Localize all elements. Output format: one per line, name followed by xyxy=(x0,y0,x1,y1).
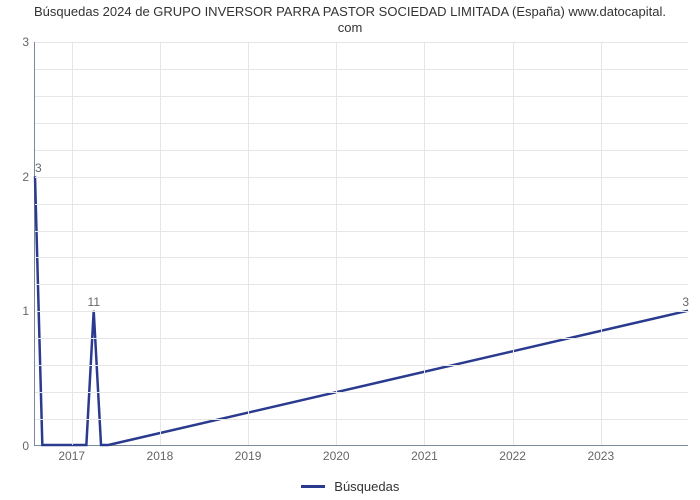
grid-line-v xyxy=(72,42,73,445)
grid-line-h xyxy=(35,284,688,285)
legend-label: Búsquedas xyxy=(334,479,399,494)
y-tick-label: 2 xyxy=(22,170,35,184)
chart-title-line2: com xyxy=(338,20,363,35)
x-tick-label: 2021 xyxy=(411,445,438,463)
data-point-label: 3 xyxy=(682,295,689,311)
grid-line-h xyxy=(35,338,688,339)
chart-title-line1: Búsquedas 2024 de GRUPO INVERSOR PARRA P… xyxy=(34,4,666,19)
plot-wrap: 012320172018201920202021202220233113 xyxy=(34,42,688,446)
x-tick-label: 2020 xyxy=(323,445,350,463)
grid-line-v xyxy=(248,42,249,445)
chart-title: Búsquedas 2024 de GRUPO INVERSOR PARRA P… xyxy=(0,4,700,35)
grid-line-h xyxy=(35,69,688,70)
line-series xyxy=(35,42,688,445)
grid-line-h xyxy=(35,419,688,420)
grid-line-v xyxy=(601,42,602,445)
x-tick-label: 2018 xyxy=(147,445,174,463)
y-tick-label: 3 xyxy=(22,35,35,49)
grid-line-h xyxy=(35,311,688,312)
x-tick-label: 2023 xyxy=(587,445,614,463)
grid-line-v xyxy=(160,42,161,445)
plot-area: 012320172018201920202021202220233113 xyxy=(34,42,688,446)
y-tick-label: 1 xyxy=(22,304,35,318)
y-tick-label: 0 xyxy=(22,439,35,453)
grid-line-h xyxy=(35,42,688,43)
legend-swatch xyxy=(301,485,325,488)
grid-line-h xyxy=(35,204,688,205)
data-point-label: 3 xyxy=(35,161,42,177)
grid-line-h xyxy=(35,365,688,366)
grid-line-v xyxy=(513,42,514,445)
data-point-label: 11 xyxy=(88,295,100,311)
grid-line-h xyxy=(35,177,688,178)
grid-line-v xyxy=(336,42,337,445)
grid-line-v xyxy=(424,42,425,445)
grid-line-h xyxy=(35,392,688,393)
legend: Búsquedas xyxy=(0,478,700,494)
grid-line-h xyxy=(35,96,688,97)
grid-line-h xyxy=(35,231,688,232)
x-tick-label: 2022 xyxy=(499,445,526,463)
grid-line-h xyxy=(35,257,688,258)
x-tick-label: 2017 xyxy=(58,445,85,463)
grid-line-h xyxy=(35,150,688,151)
x-tick-label: 2019 xyxy=(235,445,262,463)
grid-line-h xyxy=(35,123,688,124)
